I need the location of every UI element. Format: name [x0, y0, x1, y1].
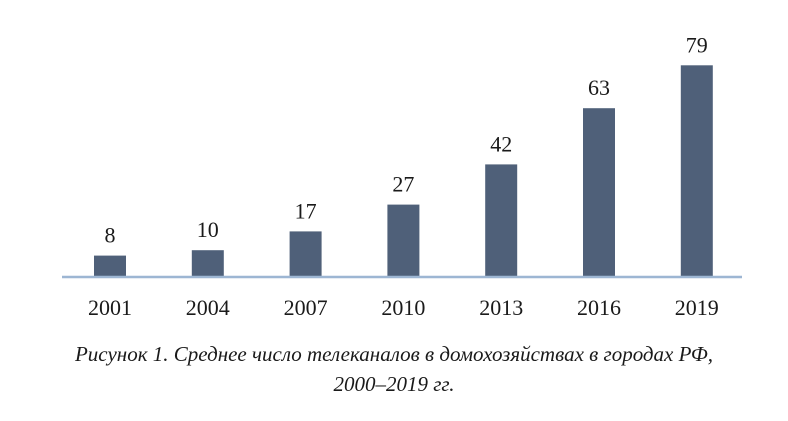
bar-2019: [680, 65, 713, 277]
bar-2013: [485, 164, 518, 277]
data-label-2007: 17: [295, 198, 317, 223]
x-tick-label-2019: 2019: [675, 295, 719, 320]
x-tick-label-2010: 2010: [381, 295, 425, 320]
data-label-2016: 63: [588, 75, 610, 100]
x-tick-labels-layer: 2001 2004 2007 2010 2013 2016 2019: [88, 295, 719, 320]
x-tick-label-2016: 2016: [577, 295, 621, 320]
figure-caption-line2: 2000–2019 гг.: [333, 372, 455, 396]
bar-2010: [387, 204, 420, 277]
x-tick-label-2004: 2004: [186, 295, 230, 320]
data-label-2001: 8: [105, 223, 116, 248]
x-tick-label-2013: 2013: [479, 295, 523, 320]
value-labels-layer: 8 10 17 27 42 63 79: [105, 32, 708, 247]
data-label-2010: 27: [392, 172, 414, 197]
bar-2004: [191, 250, 224, 277]
figure-caption-line1: Рисунок 1. Среднее число телеканалов в д…: [74, 342, 714, 366]
data-label-2004: 10: [197, 217, 219, 242]
x-tick-label-2007: 2007: [284, 295, 328, 320]
data-label-2013: 42: [490, 131, 512, 156]
data-label-2019: 79: [686, 32, 708, 57]
bar-2001: [94, 255, 126, 277]
x-tick-label-2001: 2001: [88, 295, 132, 320]
bar-2007: [289, 231, 322, 277]
bars-layer: [94, 65, 713, 277]
bar-2016: [583, 108, 615, 277]
